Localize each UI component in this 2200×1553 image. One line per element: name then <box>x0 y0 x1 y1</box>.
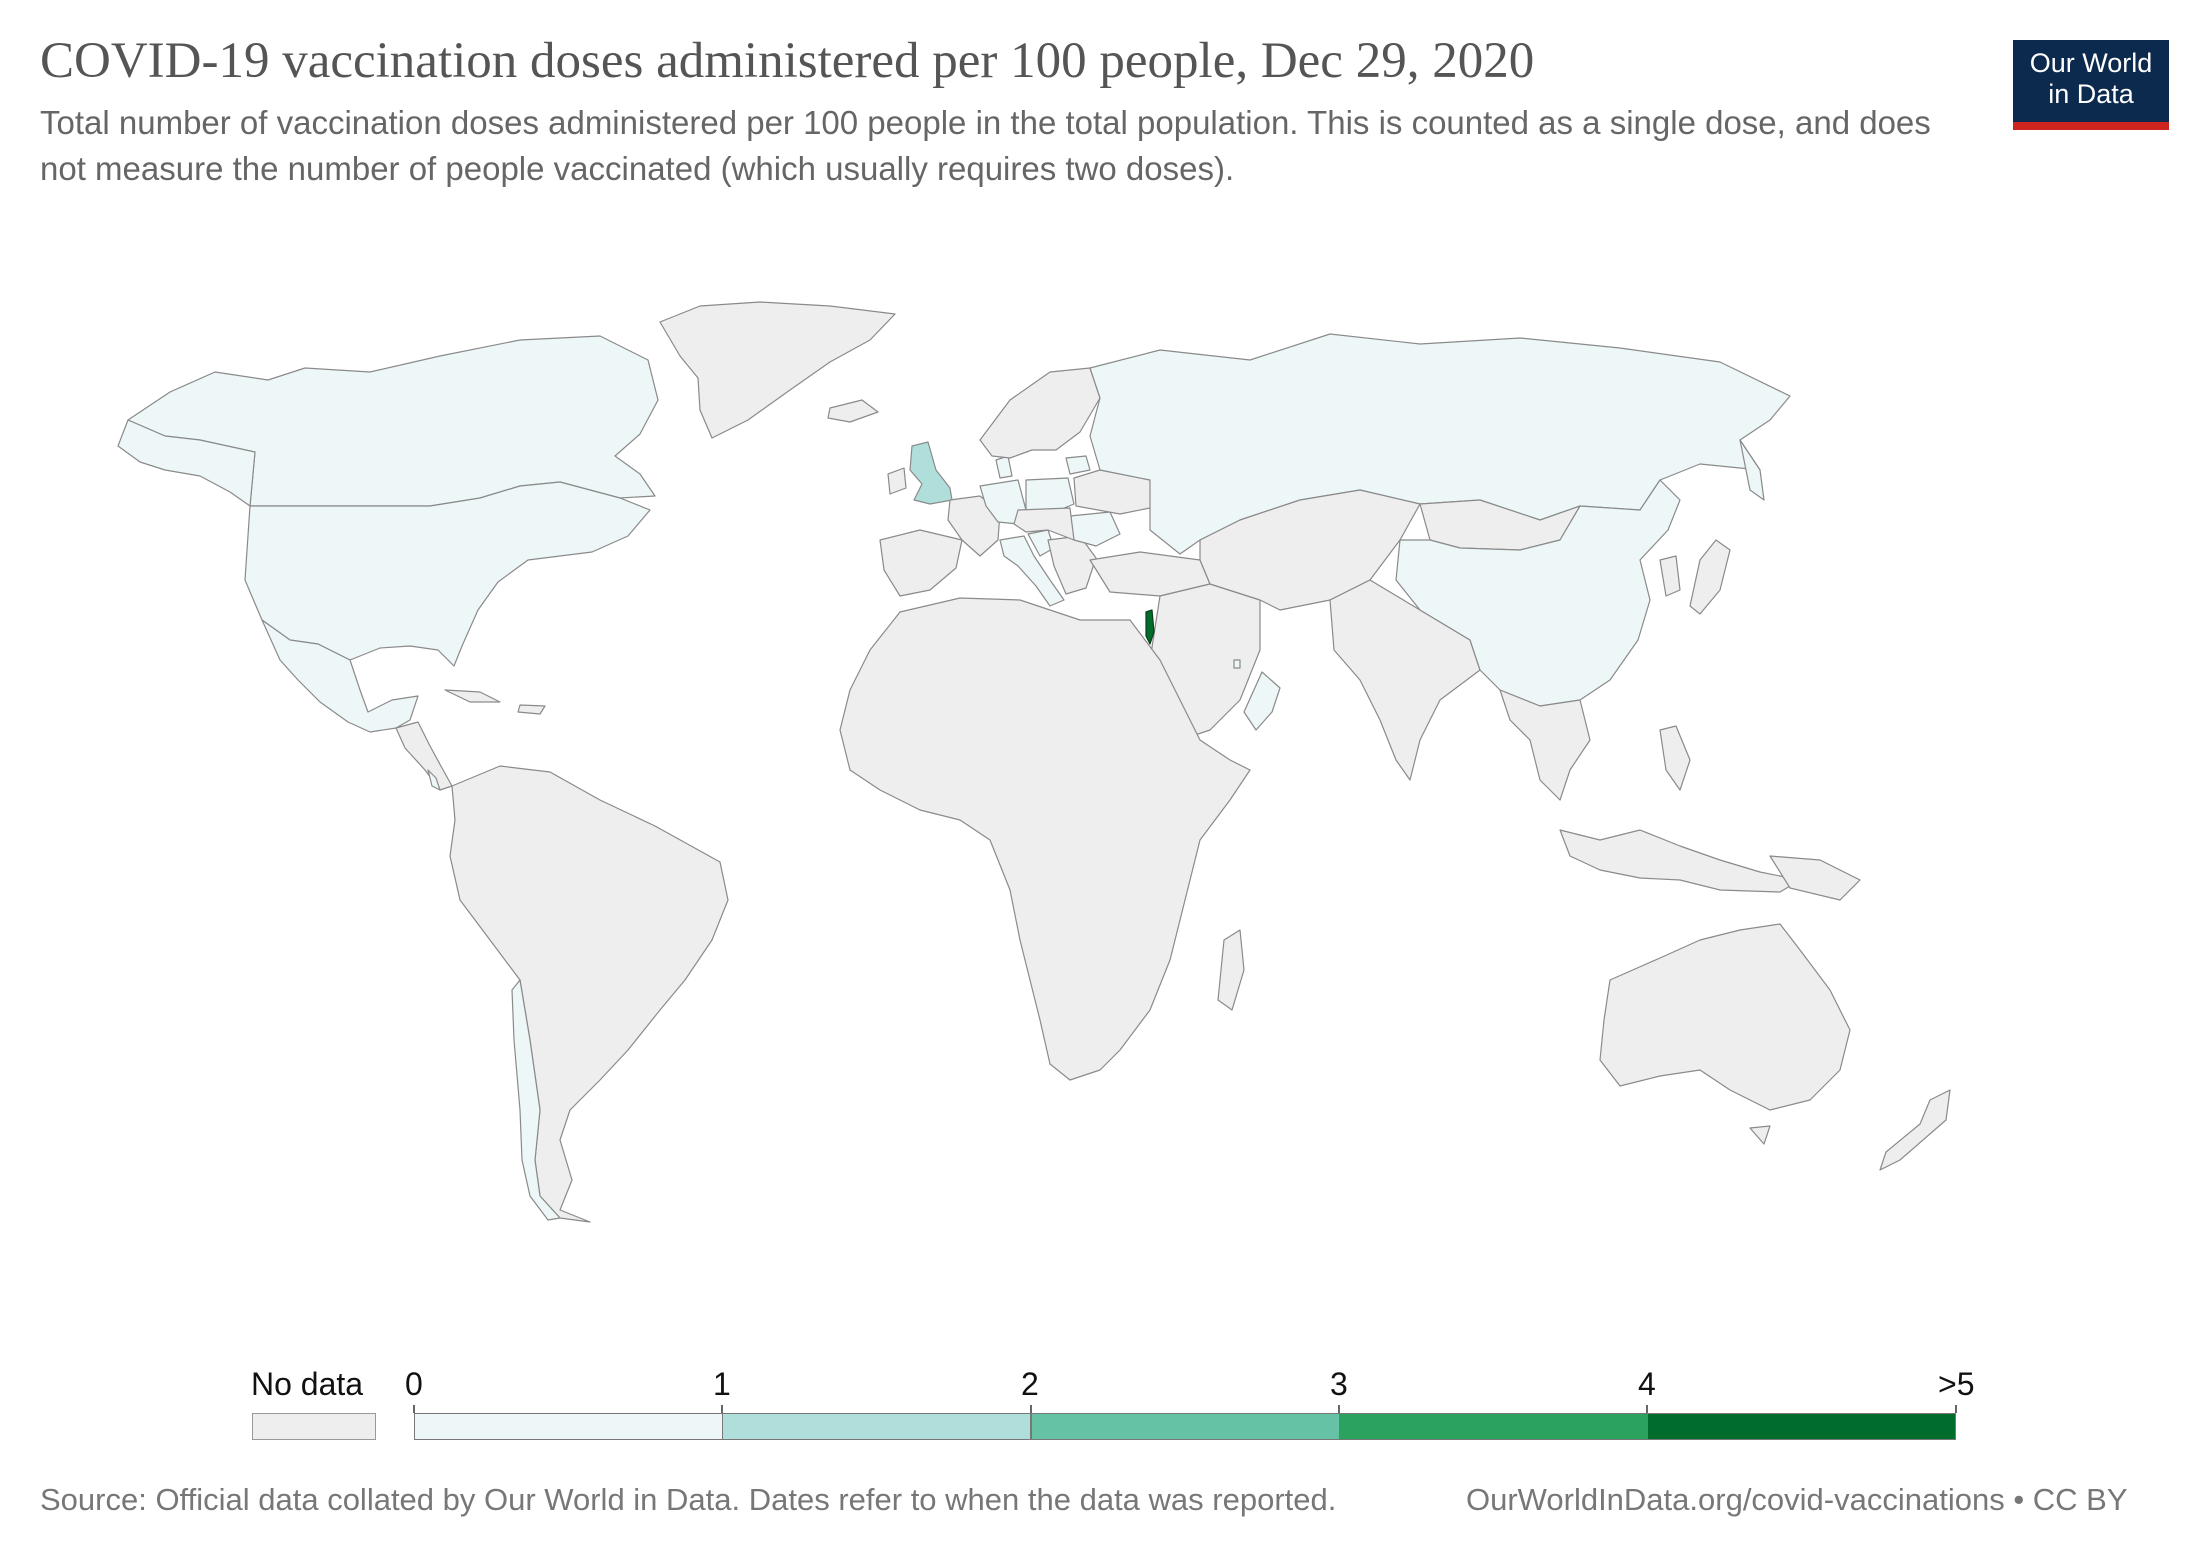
legend-tick <box>1338 1405 1340 1413</box>
logo-line-1: Our World <box>2029 48 2153 78</box>
region-japan[interactable] <box>1689 539 1731 615</box>
region-chile[interactable] <box>511 979 561 1221</box>
legend-bin-4-5[interactable] <box>1647 1413 1956 1440</box>
region-scandinavia[interactable] <box>979 367 1101 459</box>
legend-bin-3-4[interactable] <box>1339 1413 1648 1440</box>
region-kamchatka[interactable] <box>1739 439 1765 501</box>
region-australia[interactable] <box>1599 923 1851 1111</box>
region-madagascar[interactable] <box>1217 929 1245 1011</box>
region-alaska[interactable] <box>117 419 256 507</box>
legend-no-data-swatch[interactable] <box>252 1413 376 1440</box>
chart-title: COVID-19 vaccination doses administered … <box>40 33 1535 89</box>
legend-bin-0-1[interactable] <box>414 1413 723 1440</box>
region-papua[interactable] <box>1769 855 1861 901</box>
license-link[interactable]: OurWorldInData.org/covid-vaccinations • … <box>1466 1482 2128 1517</box>
legend-tick-label-1: 1 <box>713 1366 731 1402</box>
region-iberia[interactable] <box>879 529 963 597</box>
region-balkans[interactable] <box>1047 535 1097 595</box>
legend-bin-2-3[interactable] <box>1031 1413 1340 1440</box>
legend-tick-label-3: 3 <box>1330 1366 1348 1402</box>
region-israel[interactable] <box>1145 609 1155 645</box>
region-africa[interactable] <box>839 597 1251 1081</box>
region-iceland[interactable] <box>827 399 879 423</box>
legend-bin-1-2[interactable] <box>722 1413 1031 1440</box>
region-italy[interactable] <box>999 535 1065 607</box>
region-indonesia[interactable] <box>1559 829 1801 893</box>
region-bahrain[interactable] <box>1233 659 1241 669</box>
region-korea[interactable] <box>1659 555 1681 597</box>
region-oman[interactable] <box>1243 671 1281 731</box>
region-new-zealand[interactable] <box>1879 1089 1951 1171</box>
region-central-america[interactable] <box>395 721 453 791</box>
source-note: Source: Official data collated by Our Wo… <box>40 1482 1337 1517</box>
region-romania[interactable] <box>1069 511 1121 547</box>
region-denmark[interactable] <box>995 455 1013 479</box>
region-greenland[interactable] <box>659 301 896 439</box>
legend-tick <box>1955 1405 1957 1413</box>
legend-tick <box>413 1405 415 1413</box>
region-china[interactable] <box>1395 479 1681 707</box>
legend-tick <box>1030 1405 1032 1413</box>
legend-tick-label-2: 2 <box>1021 1366 1039 1402</box>
region-lithuania[interactable] <box>1065 455 1091 475</box>
logo-line-2: in Data <box>2048 79 2134 109</box>
region-south-america[interactable] <box>449 765 729 1223</box>
region-philippines[interactable] <box>1659 725 1691 791</box>
region-mexico[interactable] <box>261 619 419 733</box>
chart-subtitle: Total number of vaccination doses admini… <box>40 104 1931 187</box>
region-southeast-asia[interactable] <box>1499 689 1591 801</box>
legend-tick-label-0: 0 <box>405 1366 423 1402</box>
region-ireland[interactable] <box>887 467 907 495</box>
region-costa-rica[interactable] <box>427 769 441 791</box>
region-united-states[interactable] <box>244 481 651 667</box>
region-caribbean[interactable] <box>444 689 546 715</box>
region-tasmania[interactable] <box>1749 1125 1771 1145</box>
region-united-kingdom[interactable] <box>909 441 953 505</box>
legend-tick-label-5: >5 <box>1938 1366 1975 1402</box>
legend-tick <box>721 1405 723 1413</box>
legend-tick <box>1646 1405 1648 1413</box>
legend-tick-label-4: 4 <box>1638 1366 1656 1402</box>
owid-logo[interactable]: Our World in Data <box>2013 40 2169 130</box>
legend-no-data-label: No data <box>251 1366 364 1402</box>
